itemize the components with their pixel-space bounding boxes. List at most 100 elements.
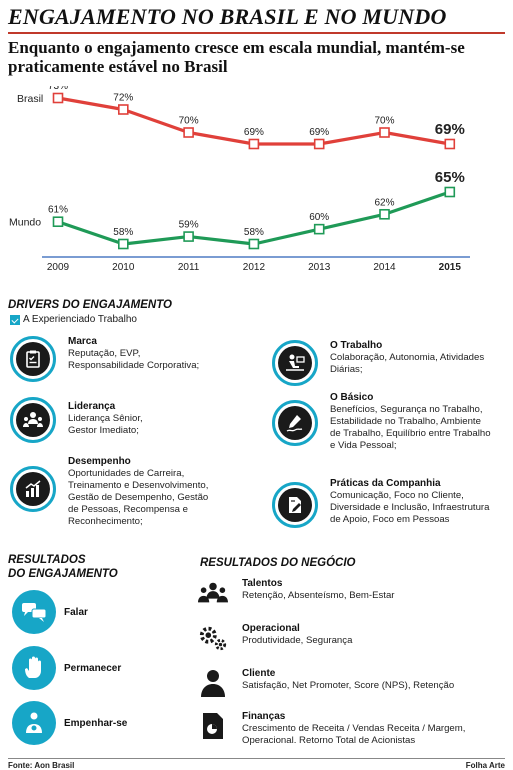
x-tick-label: 2015 — [439, 262, 462, 273]
x-tick-label: 2014 — [373, 262, 396, 273]
driver-desc-line: Reconhecimento; — [68, 516, 143, 527]
driver-desc-line: Comunicação, Foco no Cliente, — [330, 490, 464, 501]
business-desc-line: Operacional. Retorno Total de Acionistas — [242, 735, 416, 746]
driver-name: Marca — [68, 336, 97, 347]
driver-marca: Marca Reputação, EVP, Responsabilidade C… — [10, 336, 199, 382]
credit-note: Folha Arte — [465, 761, 505, 770]
business-desc-line: Satisfação, Net Promoter, Score (NPS), R… — [242, 680, 455, 691]
driver-name: Práticas da Companhia — [330, 478, 441, 489]
driver-desc-line: Diárias; — [330, 364, 363, 375]
driver-desc-line: Colaboração, Autonomia, Atividades — [330, 352, 485, 363]
result-permanecer: Permanecer — [12, 646, 121, 690]
driver-lideranca: Liderança Liderança Sênior, Gestor Imedi… — [10, 397, 143, 443]
business-name: Operacional — [242, 623, 300, 634]
document-pen-icon — [278, 488, 312, 522]
driver-desc-line: Responsabilidade Corporativa; — [68, 360, 200, 371]
driver-desc-line: Estabilidade no Trabalho, Ambiente — [330, 416, 481, 427]
driver-name: Desempenho — [68, 456, 131, 467]
people-group-icon — [198, 578, 228, 608]
data-label: 69% — [244, 127, 264, 138]
data-label: 60% — [309, 212, 329, 223]
data-point — [118, 238, 129, 250]
driver-o-trabalho: O Trabalho Colaboração, Autonomia, Ativi… — [272, 340, 484, 386]
driver-desc-line: Gestor Imediato; — [68, 425, 139, 436]
drivers-legend-label: A Experienciado Trabalho — [23, 314, 137, 325]
data-label: 70% — [179, 116, 199, 127]
footer-rule — [8, 758, 505, 759]
driver-desc-line: de Apoio, Foco em Pessoas — [330, 514, 450, 525]
business-financas: Finanças Crescimento de Receita / Vendas… — [198, 711, 465, 747]
business-cliente: Cliente Satisfação, Net Promoter, Score … — [198, 668, 454, 698]
growth-chart-icon — [16, 472, 50, 506]
data-label: 72% — [113, 93, 133, 104]
result-label: Empenhar-se — [64, 717, 128, 729]
driver-desc-line: de Pessoas, Recompensa e — [68, 504, 188, 515]
driver-desc-line: de Trabalho, Equilíbrio entre Trabalho — [330, 428, 491, 439]
source-note: Fonte: Aon Brasil — [8, 761, 75, 770]
drivers-title: DRIVERS DO ENGAJAMENTO — [8, 299, 173, 311]
x-tick-label: 2012 — [243, 262, 266, 273]
data-label: 62% — [374, 197, 394, 208]
driver-desc-line: Oportunidades de Carreira, — [68, 468, 185, 479]
data-label: 69% — [435, 121, 465, 138]
result-label: Permanecer — [64, 662, 122, 674]
driver-desc-line: Gestão de Desempenho, Gestão — [68, 492, 209, 503]
driver-name: O Trabalho — [330, 340, 383, 351]
x-tick-label: 2011 — [178, 262, 200, 273]
medal-person-icon — [12, 701, 56, 745]
data-point — [183, 127, 194, 138]
data-point — [248, 238, 260, 250]
result-empenhar-se: Empenhar-se — [12, 701, 127, 745]
business-desc-line: Produtividade, Segurança — [242, 635, 353, 646]
gears-icon — [198, 623, 228, 653]
driver-desc-line: Reputação, EVP, — [68, 348, 141, 359]
business-name: Cliente — [242, 668, 276, 679]
data-label: 65% — [435, 169, 465, 186]
driver-o-basico: O Básico Benefícios, Segurança no Trabal… — [272, 392, 491, 452]
drivers-legend: A Experienciado Trabalho — [10, 314, 137, 325]
x-tick-label: 2013 — [308, 262, 331, 273]
signature-pen-icon — [278, 406, 312, 440]
data-label: 61% — [48, 205, 68, 216]
data-point — [118, 104, 129, 115]
business-title: RESULTADOS DO NEGÓCIO — [200, 557, 356, 569]
driver-desc-line: Benefícios, Segurança no Trabalho, — [330, 404, 483, 415]
driver-name: O Básico — [330, 392, 374, 403]
page-title: ENGAJAMENTO NO BRASIL E NO MUNDO — [8, 4, 447, 29]
clipboard-icon — [16, 342, 50, 376]
raised-hand-icon — [12, 646, 56, 690]
driver-desc-line: Diversidade e Inclusão, Infraestrutura — [330, 502, 490, 513]
series-label: Mundo — [9, 217, 41, 229]
title-rule — [8, 32, 505, 34]
data-point — [183, 231, 194, 242]
data-label: 58% — [113, 227, 133, 238]
data-point — [52, 216, 64, 228]
business-operacional: Operacional Produtividade, Segurança — [198, 623, 352, 653]
business-desc-line: Retenção, Absenteísmo, Bem-Estar — [242, 590, 395, 601]
data-label: 69% — [309, 127, 329, 138]
business-name: Talentos — [242, 578, 283, 589]
driver-desc-line: Liderança Sênior, — [68, 413, 143, 424]
business-desc-line: Crescimento de Receita / Vendas Receita … — [242, 723, 466, 734]
data-point — [52, 92, 64, 104]
result-falar: Falar — [12, 590, 88, 634]
driver-name: Liderança — [68, 401, 116, 412]
desk-worker-icon — [278, 346, 312, 380]
data-label: 73% — [48, 86, 68, 92]
pie-document-icon — [198, 711, 228, 741]
speech-bubbles-icon — [12, 590, 56, 634]
data-point — [444, 186, 456, 198]
page-subtitle: Enquanto o engajamento cresce em escala … — [8, 38, 465, 76]
data-point — [444, 138, 456, 150]
data-label: 59% — [179, 220, 199, 231]
driver-praticas-companhia: Práticas da Companhia Comunicação, Foco … — [272, 478, 489, 528]
driver-desempenho: Desempenho Oportunidades de Carreira, Tr… — [10, 456, 208, 528]
x-tick-label: 2009 — [47, 262, 70, 273]
data-label: 58% — [244, 227, 264, 238]
data-point — [248, 138, 260, 150]
person-icon — [198, 668, 228, 698]
series-label: Brasil — [17, 93, 43, 105]
business-name: Finanças — [242, 711, 286, 722]
driver-desc-line: Treinamento e Desenvolvimento, — [68, 480, 209, 491]
x-tick-label: 2010 — [112, 262, 135, 273]
